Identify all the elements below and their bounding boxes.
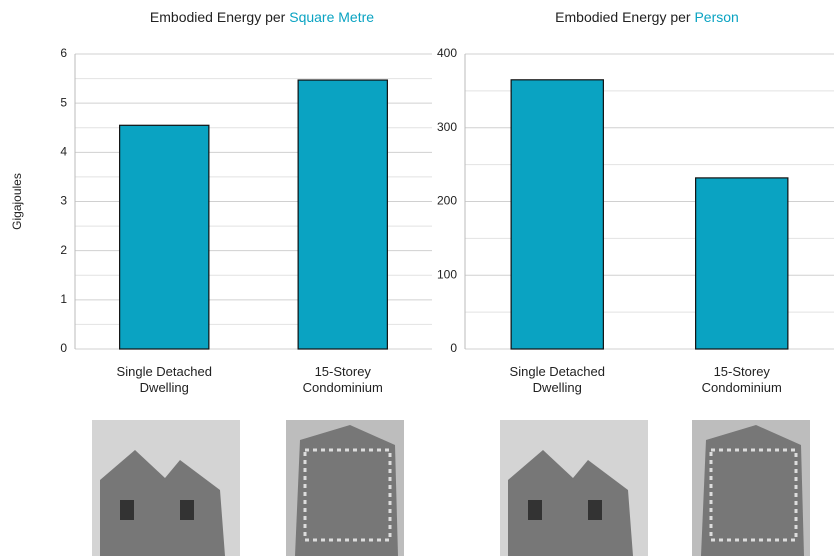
y-tick-label: 3 bbox=[60, 194, 67, 208]
y-tick-label: 400 bbox=[437, 46, 457, 60]
y-tick-label: 0 bbox=[60, 341, 67, 355]
house-photo bbox=[92, 420, 240, 556]
x-tick-label: Single Detached Dwelling bbox=[116, 364, 212, 395]
x-tick-label: Single Detached Dwelling bbox=[509, 364, 605, 395]
y-tick-label: 4 bbox=[60, 145, 67, 159]
title-text: Embodied Energy per bbox=[555, 9, 691, 25]
y-tick-label: 0 bbox=[450, 341, 457, 355]
y-tick-label: 300 bbox=[437, 120, 457, 134]
y-axis-label: Gigajoules bbox=[10, 173, 24, 230]
title-highlight: Square Metre bbox=[289, 9, 374, 25]
chart-title: Embodied Energy per Person bbox=[555, 9, 739, 25]
condo-photo bbox=[692, 420, 810, 556]
y-tick-label: 2 bbox=[60, 243, 67, 257]
bar bbox=[119, 124, 210, 350]
title-highlight: Person bbox=[694, 9, 738, 25]
y-tick-label: 1 bbox=[60, 292, 67, 306]
y-tick-label: 200 bbox=[437, 194, 457, 208]
bar bbox=[297, 79, 388, 350]
house-photo bbox=[500, 420, 648, 556]
y-tick-label: 6 bbox=[60, 46, 67, 60]
x-tick-label: 15-Storey Condominium bbox=[302, 364, 383, 395]
bar bbox=[695, 177, 789, 350]
title-text: Embodied Energy per bbox=[150, 9, 286, 25]
photos bbox=[92, 420, 810, 556]
x-tick-label: 15-Storey Condominium bbox=[701, 364, 782, 395]
chart-title: Embodied Energy per Square Metre bbox=[150, 9, 374, 25]
bar bbox=[510, 79, 604, 350]
condo-photo bbox=[286, 420, 404, 556]
y-tick-label: 100 bbox=[437, 267, 457, 281]
y-tick-label: 5 bbox=[60, 95, 67, 109]
